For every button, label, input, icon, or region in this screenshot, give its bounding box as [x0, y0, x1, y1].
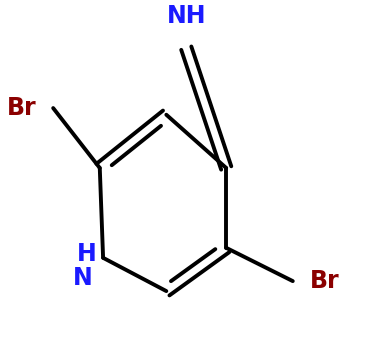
Text: Br: Br: [7, 96, 37, 120]
Text: Br: Br: [309, 269, 339, 293]
Text: H: H: [77, 242, 96, 266]
Text: NH: NH: [167, 4, 206, 28]
Text: N: N: [73, 266, 93, 290]
